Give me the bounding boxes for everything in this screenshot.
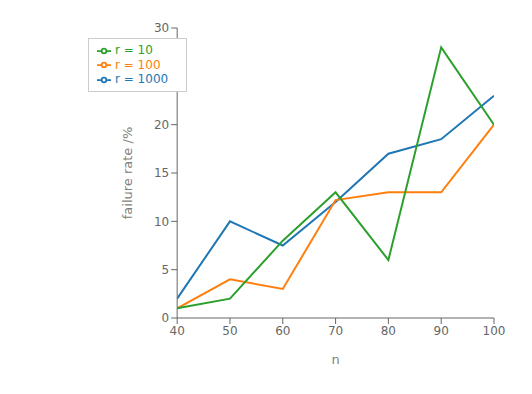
svg-text:25: 25 xyxy=(154,70,169,84)
svg-text:30: 30 xyxy=(154,21,169,35)
svg-text:50: 50 xyxy=(222,324,237,338)
svg-text:failure rate /%: failure rate /% xyxy=(120,127,135,219)
svg-text:5: 5 xyxy=(162,263,170,277)
svg-text:15: 15 xyxy=(154,166,169,180)
svg-text:100: 100 xyxy=(483,324,506,338)
svg-text:n: n xyxy=(331,352,339,367)
svg-text:20: 20 xyxy=(154,118,169,132)
svg-text:80: 80 xyxy=(381,324,396,338)
svg-text:90: 90 xyxy=(434,324,449,338)
svg-text:0: 0 xyxy=(162,311,170,325)
svg-text:60: 60 xyxy=(275,324,290,338)
svg-text:40: 40 xyxy=(170,324,185,338)
svg-text:70: 70 xyxy=(328,324,343,338)
svg-text:10: 10 xyxy=(154,215,169,229)
